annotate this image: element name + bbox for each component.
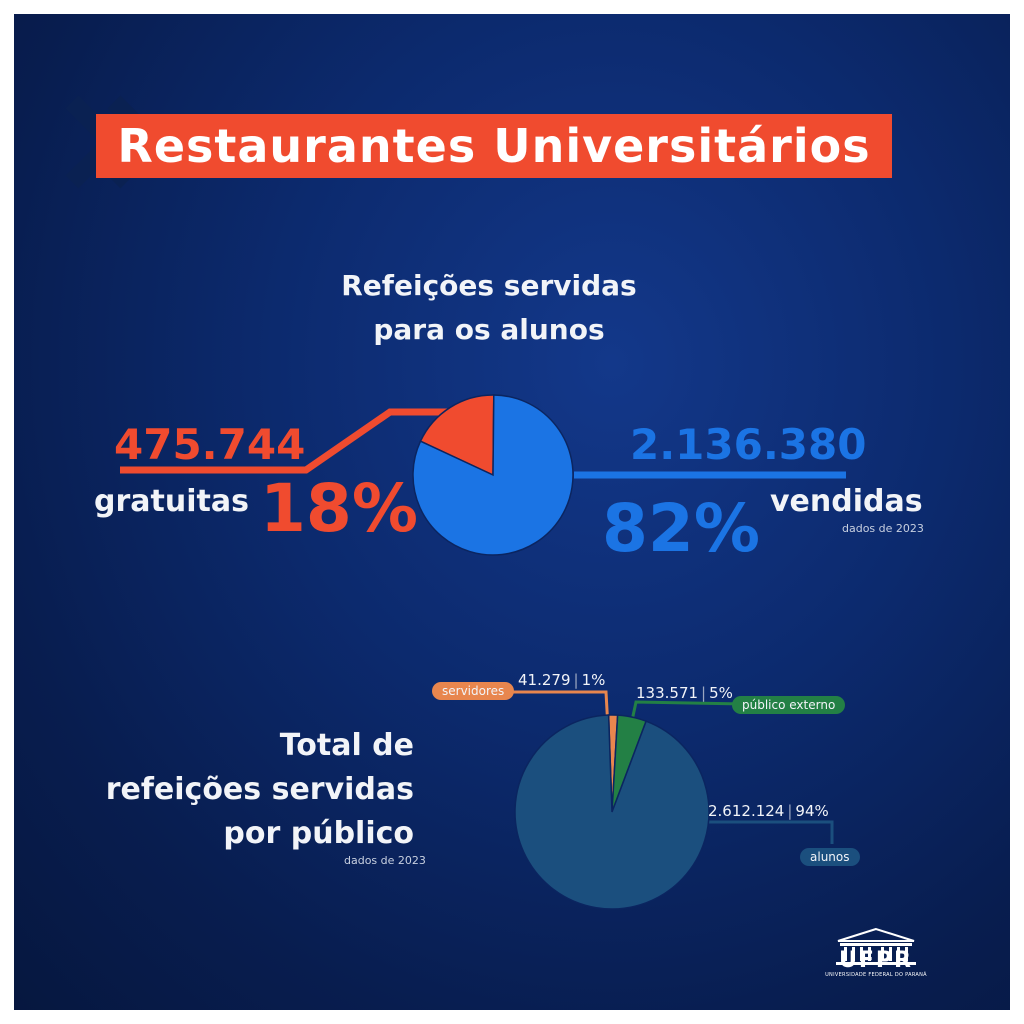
pie-chart-alunos [412,394,574,556]
chart1-source-note: dados de 2023 [842,522,924,535]
sold-meals-count: 2.136.380 [630,420,867,469]
sold-meals-label: vendidas [770,484,923,519]
chart2-source-note: dados de 2023 [344,854,426,867]
ufpr-logo-text: UFPR [839,948,913,973]
servidores-value: 41.279 | 1% [518,671,606,689]
pie-slice-vendidas [412,394,574,556]
alunos-connector-line [700,820,834,844]
servidores-percent: 1% [581,671,606,689]
free-connector-line [120,408,492,474]
alunos-value: 2.612.124 | 94% [708,802,829,820]
alunos-count: 2.612.124 [708,802,785,820]
chart2-heading-line3: por público [223,816,414,851]
free-meals-percent: 18% [260,470,418,547]
free-meals-count: 475.744 [114,420,306,469]
servidores-count: 41.279 [518,671,571,689]
chart1-heading-line1: Refeições servidas [341,269,637,302]
alunos-label: alunos [800,848,860,866]
chart2-heading: Total de refeições servidas por público [74,724,414,856]
title-banner [96,114,892,178]
alunos-percent: 94% [795,802,829,820]
ufpr-logo-subtitle: UNIVERSIDADE FEDERAL DO PARANÁ [825,972,927,978]
ufpr-building-logo-icon [836,927,916,965]
chart1-heading-line2: para os alunos [373,313,605,346]
chart2-heading-line1: Total de [279,728,414,763]
free-meals-label: gratuitas [94,484,249,519]
publico-externo-label: público externo [732,696,846,714]
publico-externo-value: 133.571 | 5% [636,684,733,702]
servidores-label: servidores [432,682,515,700]
chart1-heading: Refeições servidas para os alunos [264,264,714,352]
publico-percent: 5% [709,684,733,702]
pie-slice-alunos [514,714,710,910]
chart1-connectors [120,408,846,844]
pie-slice-gratuitas [419,394,495,477]
page-title: Restaurantes Universitários [117,119,871,173]
publico-count: 133.571 [636,684,699,702]
pie-chart-publico [514,714,710,910]
infographic-poster: Restaurantes Universitários Refeições se… [14,14,1010,1010]
sold-meals-percent: 82% [602,490,760,567]
chart2-heading-line2: refeições servidas [105,772,414,807]
